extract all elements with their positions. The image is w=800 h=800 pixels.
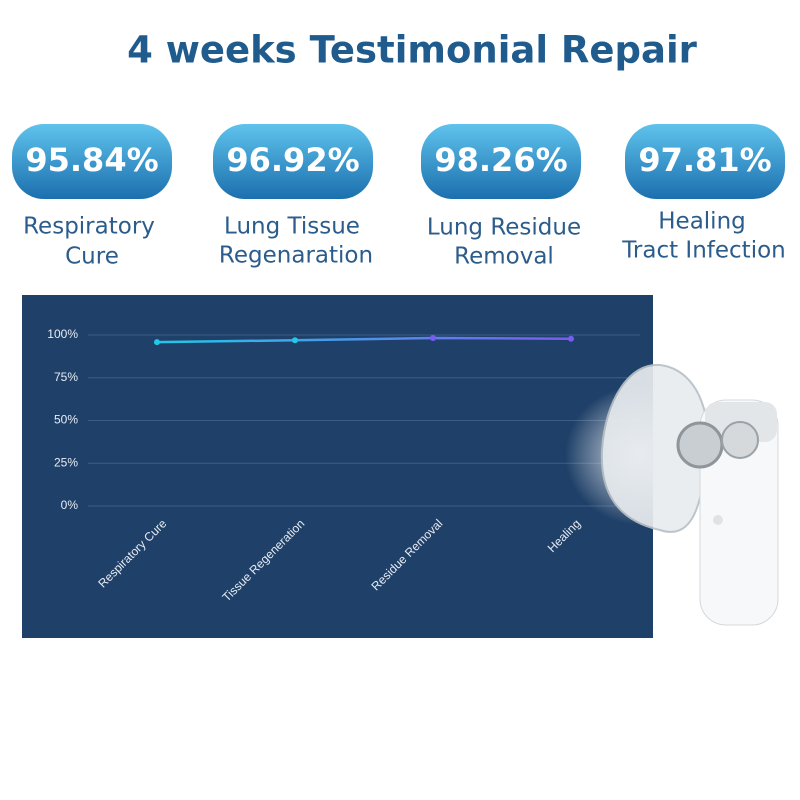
stat-label: Lung Tissue	[224, 214, 360, 240]
stat-label: Tract Infection	[621, 238, 786, 264]
badge	[12, 124, 172, 199]
y-tick-label: 100%	[47, 327, 78, 341]
stat-label: Cure	[65, 244, 119, 270]
stat-value: 97.81%	[638, 141, 771, 179]
point	[568, 335, 574, 342]
chart-panel	[22, 295, 653, 638]
stat-label: Regenaration	[219, 243, 373, 269]
y-tick-label: 50%	[54, 413, 78, 427]
stat-label: Lung Residue	[427, 215, 581, 241]
stat: 95.84% Respiratory Cure	[12, 124, 172, 270]
point	[154, 339, 160, 346]
point	[430, 334, 436, 341]
point	[292, 337, 298, 344]
y-tick-label: 25%	[54, 455, 78, 469]
stat-value: 98.26%	[434, 141, 567, 179]
badge	[421, 124, 581, 199]
y-tick-label: 75%	[54, 370, 78, 384]
badge	[213, 124, 373, 199]
stat: 98.26% Lung Residue Removal	[421, 124, 581, 270]
stat-label: Removal	[454, 244, 554, 270]
stat: 97.81% Healing Tract Infection	[621, 124, 786, 264]
stat-value: 96.92%	[226, 141, 359, 179]
title: 4 weeks Testimonial Repair	[127, 29, 698, 72]
y-tick-label: 0%	[61, 498, 79, 512]
line	[156, 336, 572, 344]
nebulizer-image	[565, 363, 779, 626]
stat-label: Respiratory	[23, 214, 155, 240]
stat-label: Healing	[658, 209, 746, 235]
badge	[625, 124, 785, 199]
stat-value: 95.84%	[25, 141, 158, 179]
stat: 96.92% Lung Tissue Regenaration	[213, 124, 373, 269]
